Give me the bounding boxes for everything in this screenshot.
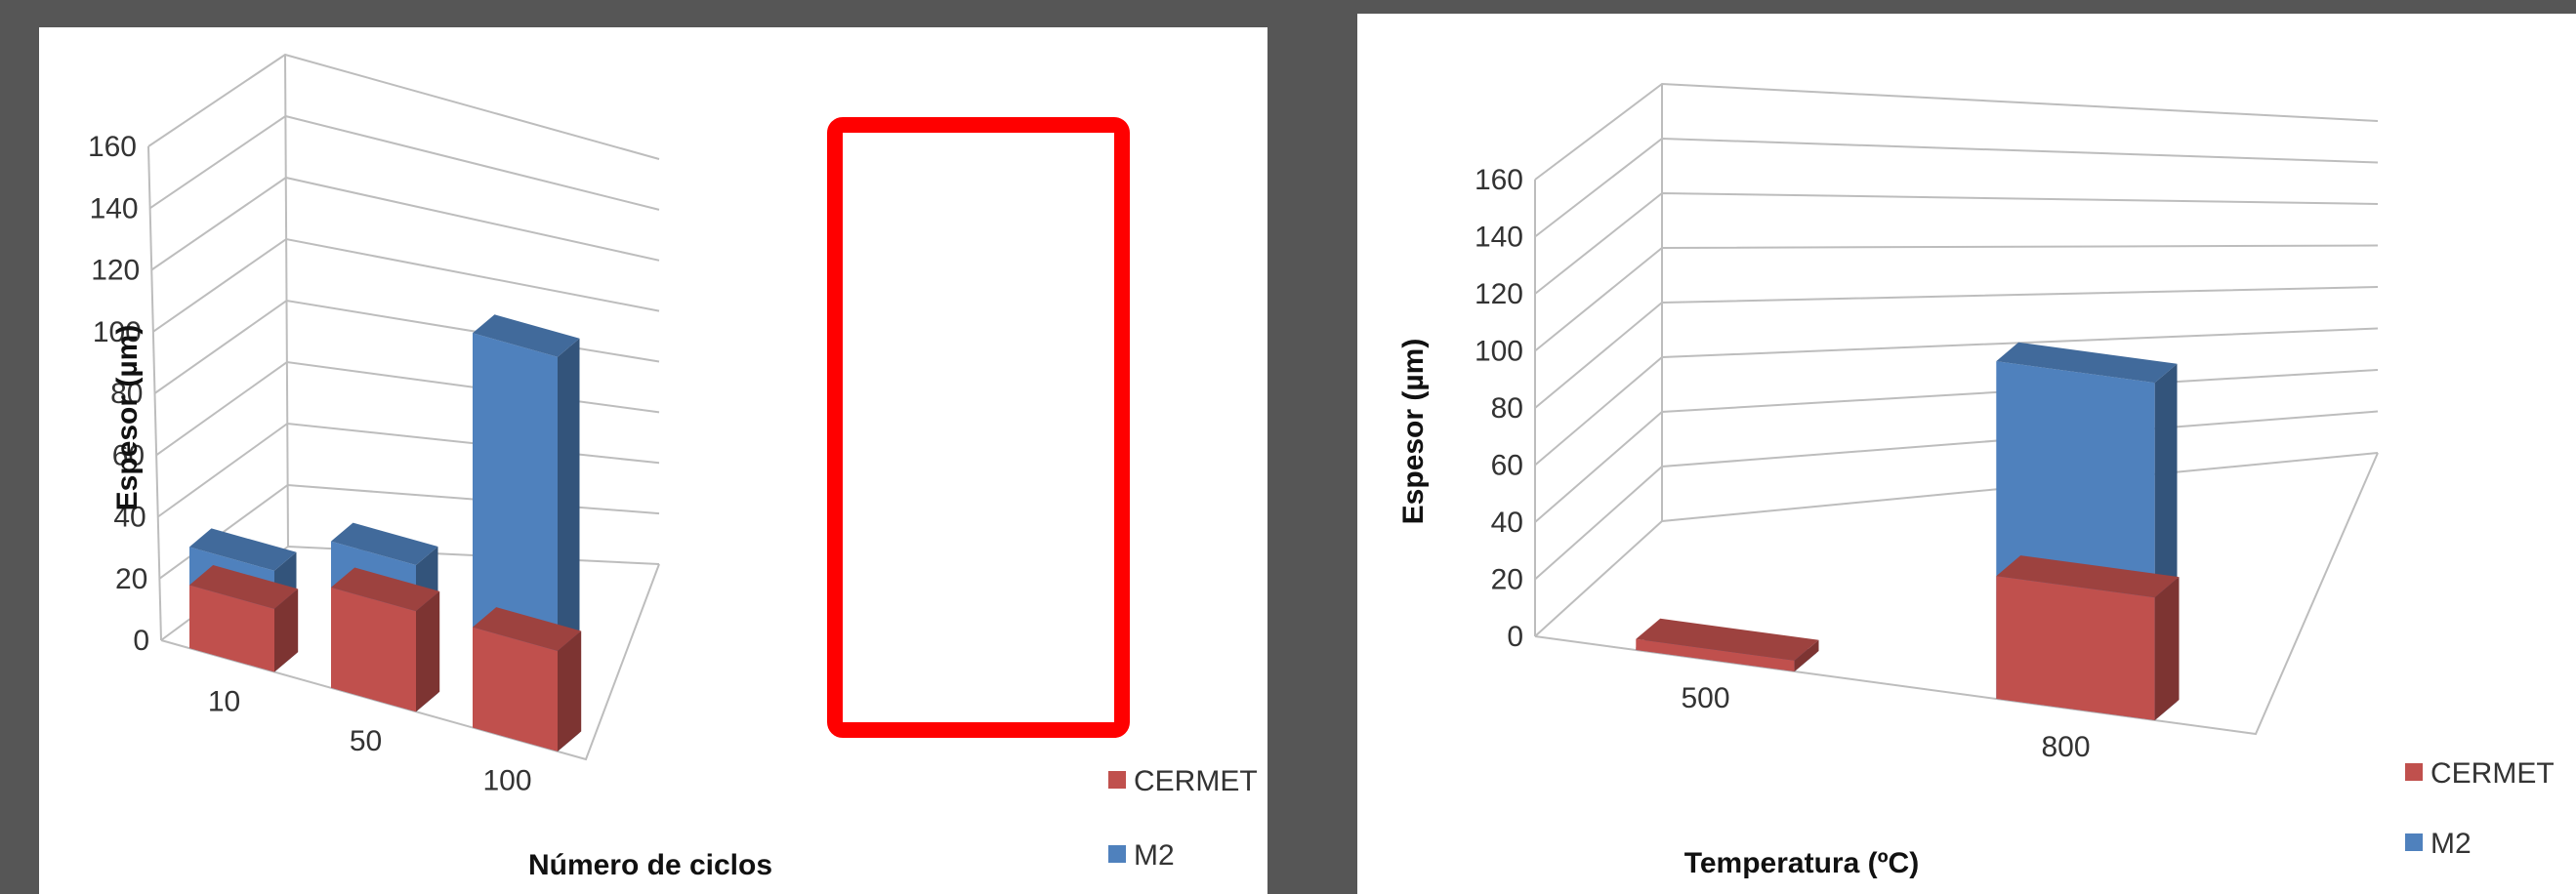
legend-swatch-cermet — [2405, 763, 2423, 781]
x-tick-label: 500 — [1681, 682, 1729, 714]
bar-side-face — [558, 630, 582, 752]
bar-top-face — [189, 528, 297, 571]
legend: CERMET M2 — [2405, 757, 2555, 860]
gridline — [153, 299, 660, 394]
bar-top-face — [331, 567, 440, 612]
y-tick-label: 160 — [88, 131, 137, 163]
grid-layer: 0 20 40 60 80 100 120 140 160 500 800 — [1475, 82, 2379, 763]
gridline — [152, 237, 660, 333]
x-tick-label: 800 — [2041, 731, 2090, 763]
y-tick-label: 20 — [1491, 564, 1523, 596]
gridline — [157, 422, 660, 518]
legend-label-m2: M2 — [1134, 839, 1175, 872]
bar-front-face — [1996, 576, 2155, 720]
legend: CERMET M2 — [1108, 765, 1258, 872]
bar-top-face — [1636, 618, 1819, 661]
bar-cermet-800 — [1996, 555, 2180, 720]
bar-top-face — [1996, 555, 2180, 598]
gridline — [155, 360, 660, 457]
bar-top-face — [189, 565, 299, 609]
y-tick-label: 0 — [1507, 621, 1523, 653]
y-tick-label: 0 — [133, 625, 149, 657]
y-tick-label: 40 — [113, 502, 145, 534]
y-tick-label: 100 — [1475, 336, 1523, 368]
bars-layer — [1636, 342, 2180, 720]
y-tick-label: 80 — [1491, 392, 1523, 425]
x-tick-label: 10 — [208, 685, 240, 717]
y-tick-label: 140 — [1475, 222, 1523, 254]
legend-label-cermet: CERMET — [1134, 765, 1258, 797]
bars-layer — [189, 117, 1130, 752]
legend-swatch-m2 — [2405, 833, 2423, 851]
chart-panel-right: 0 20 40 60 80 100 120 140 160 500 800 Espesor (µm)… — [1357, 14, 2576, 894]
x-axis-title: Temperatura (ºC) — [1684, 847, 1919, 879]
x-tick-label: 50 — [350, 725, 382, 757]
bar-side-face — [2154, 577, 2180, 720]
bar-cermet-50 — [331, 567, 440, 712]
chart-left: 0 20 40 60 80 100 120 140 160 10 50 100 Espesor (µm… — [88, 53, 1258, 881]
x-tick-label: 100 — [482, 765, 531, 797]
legend-label-m2: M2 — [2431, 828, 2472, 860]
chart-panel-left: 0 20 40 60 80 100 120 140 160 10 50 100 Espesor (µm… — [39, 27, 1267, 894]
grid-layer: 0 20 40 60 80 100 120 140 160 10 50 100 — [88, 53, 660, 797]
y-tick-label: 100 — [93, 316, 142, 348]
bar-cermet-500 — [1636, 618, 1819, 671]
legend-swatch-m2 — [1108, 845, 1126, 863]
back-wall-edge — [284, 54, 289, 548]
bar-front-face — [331, 587, 416, 712]
y-axis-title: Espesor (µm) — [1397, 339, 1430, 525]
gridline — [147, 53, 660, 160]
y-tick-label: 40 — [1491, 507, 1523, 539]
bar-cermet-100 — [473, 607, 582, 752]
legend-swatch-cermet — [1108, 771, 1126, 789]
gridline — [149, 114, 660, 211]
bar-top-face — [473, 314, 580, 357]
y-tick-label: 20 — [115, 563, 147, 595]
bar-front-face — [189, 585, 274, 672]
bar-top-face — [1996, 342, 2178, 384]
y-tick-label: 120 — [1475, 278, 1523, 310]
floor-outline — [160, 563, 660, 761]
bar-top-face — [331, 522, 438, 565]
y-tick-label: 60 — [112, 439, 145, 471]
y-axis-line — [147, 145, 162, 641]
bar-side-face — [274, 589, 299, 672]
y-tick-label: 160 — [1475, 164, 1523, 196]
y-axis-title: Espesor (µm) — [111, 325, 144, 511]
bar-cermet-10 — [189, 565, 299, 672]
y-tick-label: 140 — [90, 192, 139, 224]
floor-outline — [1534, 452, 2379, 736]
y-tick-label: 120 — [91, 255, 140, 287]
bar-side-face — [1794, 639, 1819, 671]
y-tick-label: 60 — [1491, 450, 1523, 482]
x-axis-title: Número de ciclos — [528, 849, 772, 881]
bar-side-face — [416, 590, 440, 712]
chart-right: 0 20 40 60 80 100 120 140 160 500 800 Espesor (µm)… — [1397, 82, 2555, 879]
highlight-box — [827, 117, 1130, 738]
bar-front-face — [473, 627, 558, 752]
bar-front-face — [1636, 638, 1795, 671]
y-tick-label: 80 — [110, 378, 143, 410]
legend-label-cermet: CERMET — [2431, 757, 2555, 790]
bar-top-face — [473, 607, 582, 651]
